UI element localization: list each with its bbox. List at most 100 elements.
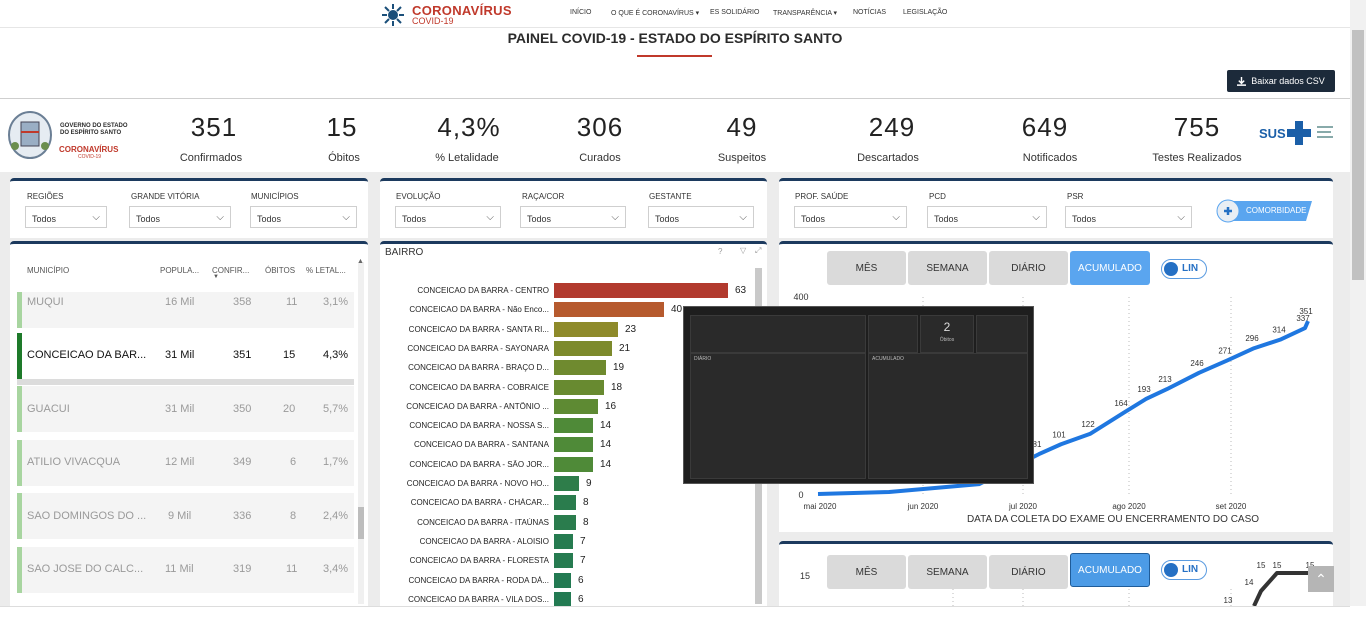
bairro-value: 18 [611, 382, 623, 393]
bairro-bar[interactable] [554, 399, 598, 414]
cell-populacao: 31 Mil [165, 349, 195, 361]
btn-mes-2[interactable]: MÊS [827, 555, 906, 589]
bairro-bar[interactable] [554, 515, 576, 530]
help-icon[interactable]: ? [718, 247, 723, 256]
row-indicator [17, 493, 22, 539]
kpi-obitos-label: Óbitos [328, 152, 360, 164]
cell-obitos: 11 [286, 563, 298, 575]
filter-regioes-label: REGIÕES [27, 192, 64, 201]
col-populacao[interactable]: POPULA... [160, 266, 200, 275]
lin-toggle-2[interactable]: LIN [1161, 560, 1207, 580]
table-row[interactable] [17, 547, 354, 593]
nav-noticias[interactable]: NOTÍCIAS [853, 9, 887, 16]
bairro-bar[interactable] [554, 553, 573, 568]
btn-semana[interactable]: SEMANA [908, 251, 987, 285]
filter-icon[interactable]: ▽ [740, 246, 747, 255]
bairro-value: 40 [671, 304, 683, 315]
btn-acumulado[interactable]: ACUMULADO [1070, 251, 1150, 285]
bairro-bar[interactable] [554, 341, 612, 356]
cell-confirmados: 319 [233, 563, 252, 575]
bairro-bar[interactable] [554, 322, 618, 337]
cell-obitos: 6 [290, 456, 297, 468]
scroll-up-icon[interactable]: ▲ [357, 258, 364, 265]
btn-diario[interactable]: DIÁRIO [989, 251, 1068, 285]
comorbidade-button[interactable]: COMORBIDADE [1216, 199, 1314, 223]
virus-icon [381, 3, 405, 27]
bairro-label: CONCEICAO DA BARRA - NOSSA S... [409, 421, 549, 430]
nav-es-solidario[interactable]: ES SOLIDÁRIO [710, 9, 760, 16]
lin-toggle[interactable]: LIN [1161, 259, 1207, 279]
btn-mes[interactable]: MÊS [827, 251, 906, 285]
kpi-curados-value: 306 [576, 112, 624, 142]
bairro-bar[interactable] [554, 302, 664, 317]
filter-grande-vitoria-select[interactable]: Todos ⌵ [129, 206, 231, 228]
page-scroll-thumb[interactable] [1352, 30, 1364, 280]
nav-legislacao[interactable]: LEGISLAÇÃO [903, 9, 948, 16]
tooltip-diario-label: DIÁRIO [694, 356, 712, 362]
bairro-bar[interactable] [554, 380, 604, 395]
table-row[interactable] [17, 493, 354, 539]
btn-acumulado-2[interactable]: ACUMULADO [1070, 553, 1150, 587]
bairro-bar[interactable] [554, 418, 593, 433]
brand-title[interactable]: CORONAVÍRUS [412, 3, 512, 18]
filter-municipios-select[interactable]: Todos ⌵ [250, 206, 357, 228]
bairro-value: 14 [600, 420, 612, 431]
nav-transparencia[interactable]: TRANSPARÊNCIA ▾ [773, 10, 838, 17]
col-municipio[interactable]: MUNICÍPIO [27, 266, 70, 275]
col-confirmados[interactable]: CONFIR... [212, 266, 250, 275]
col-letalidade[interactable]: % LETAL... [306, 266, 346, 275]
table-scroll-thumb[interactable] [358, 507, 364, 539]
filter-prof-saude-label: PROF. SAÚDE [795, 192, 849, 201]
bairro-bar[interactable] [554, 437, 593, 452]
data-label: 351 [1299, 307, 1313, 316]
sus-logo-text: SUS [1259, 126, 1286, 141]
data-label: 213 [1158, 375, 1172, 384]
bairro-bar[interactable] [554, 476, 579, 491]
data-label: 122 [1081, 420, 1095, 429]
bairro-label: CONCEICAO DA BARRA - FLORESTA [409, 556, 549, 565]
table-row[interactable] [17, 386, 354, 432]
expand-icon[interactable]: ⤢ [755, 246, 762, 255]
filter-psr-select[interactable]: Todos ⌵ [1065, 206, 1192, 228]
filter-gestante-select[interactable]: Todos ⌵ [648, 206, 754, 228]
table-row[interactable] [17, 292, 354, 328]
brand-subtitle: COVID-19 [412, 16, 454, 26]
bairro-label: CONCEICAO DA BARRA - ALOISIO [419, 537, 549, 546]
kpi-confirmados-label: Confirmados [179, 152, 243, 164]
bairro-label: CONCEICAO DA BARRA - NOVO HO... [406, 479, 549, 488]
nav-inicio[interactable]: INÍCIO [570, 9, 592, 16]
bairro-bar[interactable] [554, 592, 571, 607]
table-row-selected[interactable] [17, 333, 354, 379]
bairro-value: 8 [583, 517, 589, 528]
filter-evolucao-select[interactable]: Todos ⌵ [395, 206, 501, 228]
cell-obitos: 20 [283, 403, 296, 415]
toggle-knob [1164, 262, 1178, 276]
bairro-bar[interactable] [554, 573, 571, 588]
back-to-top-button[interactable]: ⌃ [1308, 566, 1334, 592]
bairro-label: CONCEICAO DA BARRA - ANTÔNIO ... [406, 402, 549, 411]
filter-prof-saude-select[interactable]: Todos ⌵ [794, 206, 907, 228]
tooltip-cell [690, 315, 866, 353]
x-tick-label: set 2020 [1216, 502, 1247, 511]
table-row[interactable] [17, 440, 354, 486]
row-indicator [17, 440, 22, 486]
bairro-bar[interactable] [554, 360, 606, 375]
table-scrollbar[interactable] [358, 262, 364, 604]
col-obitos[interactable]: ÓBITOS [265, 266, 296, 275]
bairro-bar[interactable] [554, 283, 728, 298]
btn-semana-2[interactable]: SEMANA [908, 555, 987, 589]
filter-raca-select[interactable]: Todos ⌵ [520, 206, 626, 228]
chevron-down-icon: ⌵ [1032, 212, 1040, 223]
btn-diario-2[interactable]: DIÁRIO [989, 555, 1068, 589]
nav-o-que-e[interactable]: O QUE É CORONAVÍRUS ▾ [611, 10, 700, 17]
bairro-bar[interactable] [554, 495, 576, 510]
filter-pcd-select[interactable]: Todos ⌵ [927, 206, 1047, 228]
data-label: 15 [1257, 561, 1266, 570]
bairro-bar[interactable] [554, 457, 593, 472]
bairro-label: CONCEICAO DA BARRA - RODA DÁ... [408, 576, 549, 585]
bairro-label: CONCEICAO DA BARRA - CHÁCAR... [410, 498, 549, 507]
bairro-bar[interactable] [554, 534, 573, 549]
download-csv-button[interactable]: Baixar dados CSV [1227, 70, 1335, 92]
data-label: 14 [1245, 578, 1254, 587]
filter-regioes-select[interactable]: Todos ⌵ [25, 206, 107, 228]
